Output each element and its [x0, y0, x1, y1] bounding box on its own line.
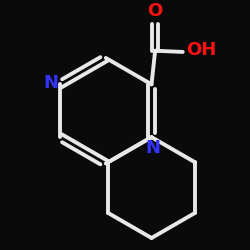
Text: OH: OH: [186, 40, 216, 58]
Text: N: N: [44, 74, 59, 92]
Text: O: O: [148, 2, 163, 20]
Text: N: N: [145, 139, 160, 157]
